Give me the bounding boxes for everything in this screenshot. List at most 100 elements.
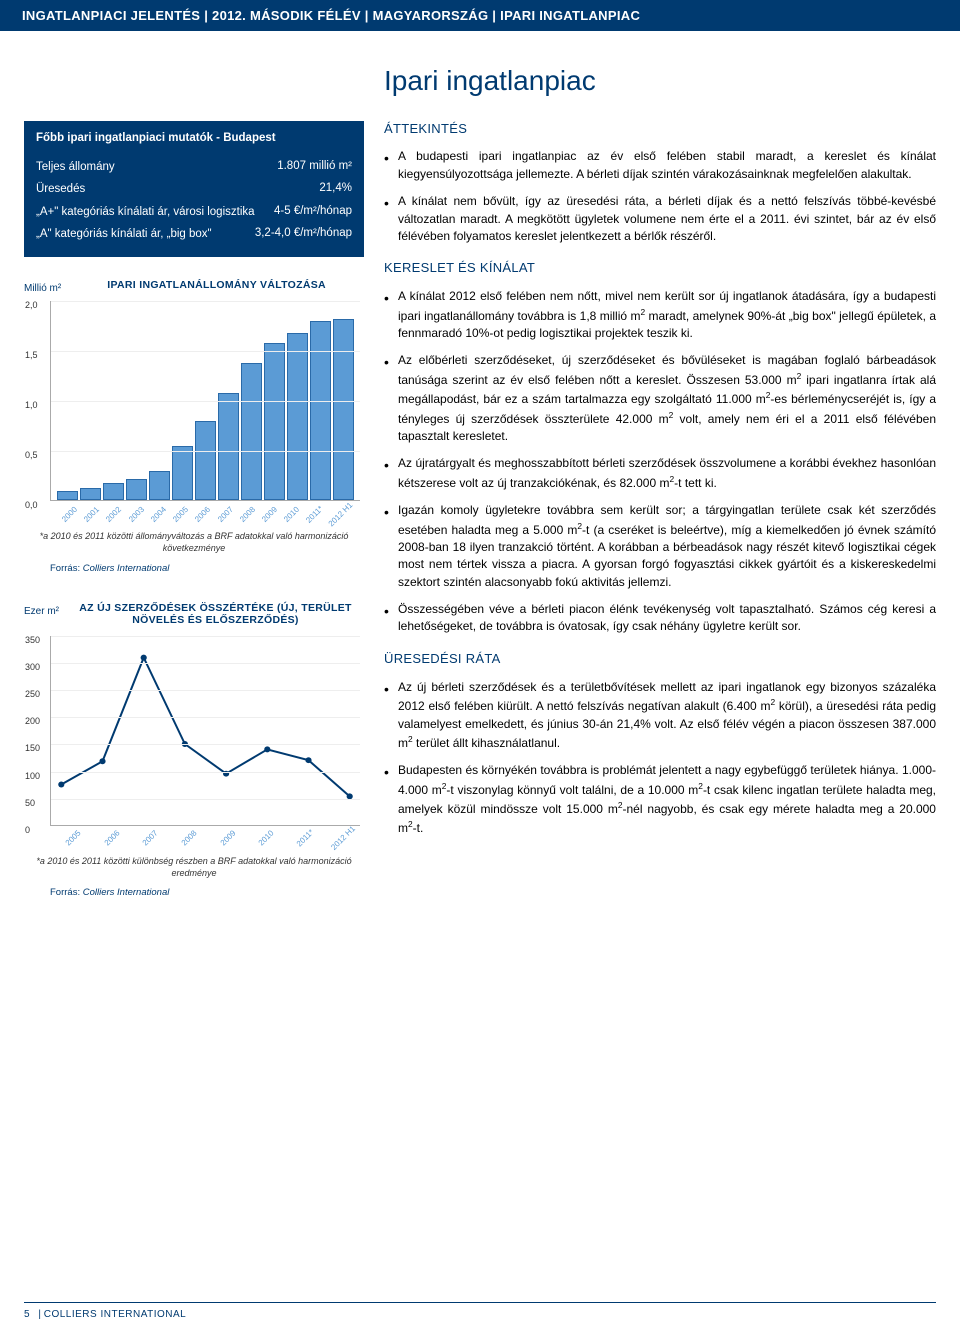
right-column: Ipari ingatlanpiac ÁTTEKINTÉS A budapesti… xyxy=(384,61,936,898)
line-chart-ytick: 350 xyxy=(25,635,40,645)
bullet-list: Az új bérleti szerződések és a területbő… xyxy=(384,679,936,838)
bar-chart-ytick: 1,0 xyxy=(25,400,38,410)
indicator-value: 21,4% xyxy=(319,182,352,196)
report-page: INGATLANPIACI JELENTÉS | 2012. MÁSODIK F… xyxy=(0,0,960,1344)
line-chart-title: AZ ÚJ SZERZŐDÉSEK ÖSSZÉRTÉKE (ÚJ, TERÜLE… xyxy=(67,602,364,626)
indicator-value: 1.807 millió m² xyxy=(277,160,352,174)
line-chart-ytick: 250 xyxy=(25,689,40,699)
line-chart-xtick: 2005 xyxy=(56,821,90,855)
bar-chart-title: IPARI INGATLANÁLLOMÁNY VÁLTOZÁSA xyxy=(69,279,364,291)
line-chart-ytick: 100 xyxy=(25,771,40,781)
footer: 5 | COLLIERS INTERNATIONAL xyxy=(24,1302,936,1320)
left-column: Főbb ipari ingatlanpiaci mutatók - Budap… xyxy=(24,61,364,898)
line-chart-xtick: 2011* xyxy=(288,821,322,855)
bar-chart-xtick: 2000 xyxy=(58,504,80,526)
line-chart-ytick: 150 xyxy=(25,743,40,753)
main-title: Ipari ingatlanpiac xyxy=(384,61,936,102)
bar xyxy=(218,393,239,500)
bar-chart-xtick: 2002 xyxy=(103,504,125,526)
header-sep: | xyxy=(365,8,373,23)
indicator-value: 4-5 €/m²/hónap xyxy=(274,205,352,219)
bar-chart-ytick: 0,5 xyxy=(25,450,38,460)
indicator-label: „A" kategóriás kínálati ár, „big box" xyxy=(36,227,247,241)
bar-chart-xtick: 2010 xyxy=(281,504,303,526)
section-heading: ÁTTEKINTÉS xyxy=(384,120,936,139)
bar xyxy=(103,483,124,501)
header-bar: INGATLANPIACI JELENTÉS | 2012. MÁSODIK F… xyxy=(0,0,960,31)
line-chart-y-axis-label: Ezer m² xyxy=(24,606,59,617)
page-number: 5 xyxy=(24,1309,30,1320)
bar xyxy=(264,343,285,500)
bar xyxy=(195,421,216,501)
header-sep: | xyxy=(492,8,500,23)
line-chart-ytick: 300 xyxy=(25,662,40,672)
bar-chart-xtick: 2005 xyxy=(170,504,192,526)
bar xyxy=(241,363,262,500)
line-chart: 2005200620072008200920102011*2012 H1 350… xyxy=(50,636,360,826)
header-segment: IPARI INGATLANPIAC xyxy=(500,8,640,23)
line-chart-xtick: 2009 xyxy=(211,821,245,855)
bar-chart-xtick: 2008 xyxy=(236,504,258,526)
indicator-label: Üresedés xyxy=(36,182,311,196)
bar xyxy=(80,488,101,501)
bullet-item: Igazán komoly ügyletekre továbbra sem ke… xyxy=(384,502,936,591)
bar-chart-xtick: 2011* xyxy=(303,504,325,526)
line-chart-xtick: 2007 xyxy=(134,821,168,855)
bar-chart-ytick: 1,5 xyxy=(25,350,38,360)
bar-chart-xtick: 2012 H1 xyxy=(326,501,354,529)
indicators-box: Főbb ipari ingatlanpiaci mutatók - Budap… xyxy=(24,121,364,257)
line-chart-xtick: 2010 xyxy=(249,821,283,855)
indicator-label: „A+" kategóriás kínálati ár, városi logi… xyxy=(36,205,266,219)
line-chart-source: Forrás: Colliers International xyxy=(50,887,364,898)
header-period: 2012. MÁSODIK FÉLÉV xyxy=(212,8,361,23)
bullet-item: A budapesti ipari ingatlanpiac az év els… xyxy=(384,148,936,183)
bar-chart-xtick: 2001 xyxy=(81,504,103,526)
line-chart-note: *a 2010 és 2011 közötti különbség részbe… xyxy=(24,856,364,879)
bullet-item: A kínálat 2012 első felében nem nőtt, mi… xyxy=(384,288,936,342)
indicators-title: Főbb ipari ingatlanpiaci mutatók - Budap… xyxy=(36,131,352,146)
line-chart-ytick: 200 xyxy=(25,716,40,726)
bullet-item: Az újratárgyalt és meghosszabbított bérl… xyxy=(384,455,936,492)
indicators-row: „A" kategóriás kínálati ár, „big box" 3,2… xyxy=(36,223,352,245)
line-chart-xtick: 2012 H1 xyxy=(327,821,361,855)
bullet-list: A budapesti ipari ingatlanpiac az év els… xyxy=(384,148,936,245)
bar-chart-note: *a 2010 és 2011 közötti állományváltozás… xyxy=(24,531,364,554)
bar xyxy=(126,479,147,501)
line-chart-container: Ezer m² AZ ÚJ SZERZŐDÉSEK ÖSSZÉRTÉKE (ÚJ… xyxy=(24,602,364,898)
bar-chart-ytick: 2,0 xyxy=(25,300,38,310)
bar-chart-source: Forrás: Colliers International xyxy=(50,563,364,574)
indicators-row: „A+" kategóriás kínálati ár, városi logi… xyxy=(36,201,352,223)
line-chart-xtick: 2006 xyxy=(95,821,129,855)
bar-chart: 2000200120022003200420052006200720082009… xyxy=(50,301,360,501)
bullet-item: Összességében véve a bérleti piacon élén… xyxy=(384,601,936,636)
bar-chart-container: Millió m² IPARI INGATLANÁLLOMÁNY VÁLTOZÁ… xyxy=(24,279,364,573)
bar xyxy=(149,471,170,501)
bar-chart-y-axis-label: Millió m² xyxy=(24,283,61,294)
bullet-item: Az új bérleti szerződések és a területbő… xyxy=(384,679,936,753)
section-heading: KERESLET ÉS KÍNÁLAT xyxy=(384,259,936,278)
indicators-row: Teljes állomány 1.807 millió m² xyxy=(36,156,352,178)
bar xyxy=(172,446,193,501)
header-title: INGATLANPIACI JELENTÉS xyxy=(22,8,200,23)
bar xyxy=(287,333,308,500)
bullet-item: A kínálat nem bővült, így az üresedési r… xyxy=(384,193,936,245)
line-chart-ytick: 0 xyxy=(25,825,30,835)
bullet-item: Az előbérleti szerződéseket, új szerződé… xyxy=(384,352,936,445)
bar xyxy=(310,321,331,500)
bar xyxy=(333,319,354,500)
bullet-list: A kínálat 2012 első felében nem nőtt, mi… xyxy=(384,288,936,636)
indicator-value: 3,2-4,0 €/m²/hónap xyxy=(255,227,352,241)
indicators-row: Üresedés 21,4% xyxy=(36,178,352,200)
footer-brand: COLLIERS INTERNATIONAL xyxy=(44,1309,187,1320)
section-heading: ÜRESEDÉSI RÁTA xyxy=(384,650,936,669)
content-area: Főbb ipari ingatlanpiaci mutatók - Budap… xyxy=(0,31,960,898)
line-chart-xtick: 2008 xyxy=(172,821,206,855)
header-sep: | xyxy=(204,8,212,23)
bar-chart-ytick: 0,0 xyxy=(25,500,38,510)
bar-chart-xtick: 2004 xyxy=(147,504,169,526)
bar-chart-xtick: 2006 xyxy=(192,504,214,526)
bar-chart-xtick: 2007 xyxy=(214,504,236,526)
line-chart-ytick: 50 xyxy=(25,798,35,808)
indicator-label: Teljes állomány xyxy=(36,160,269,174)
bar xyxy=(57,491,78,501)
